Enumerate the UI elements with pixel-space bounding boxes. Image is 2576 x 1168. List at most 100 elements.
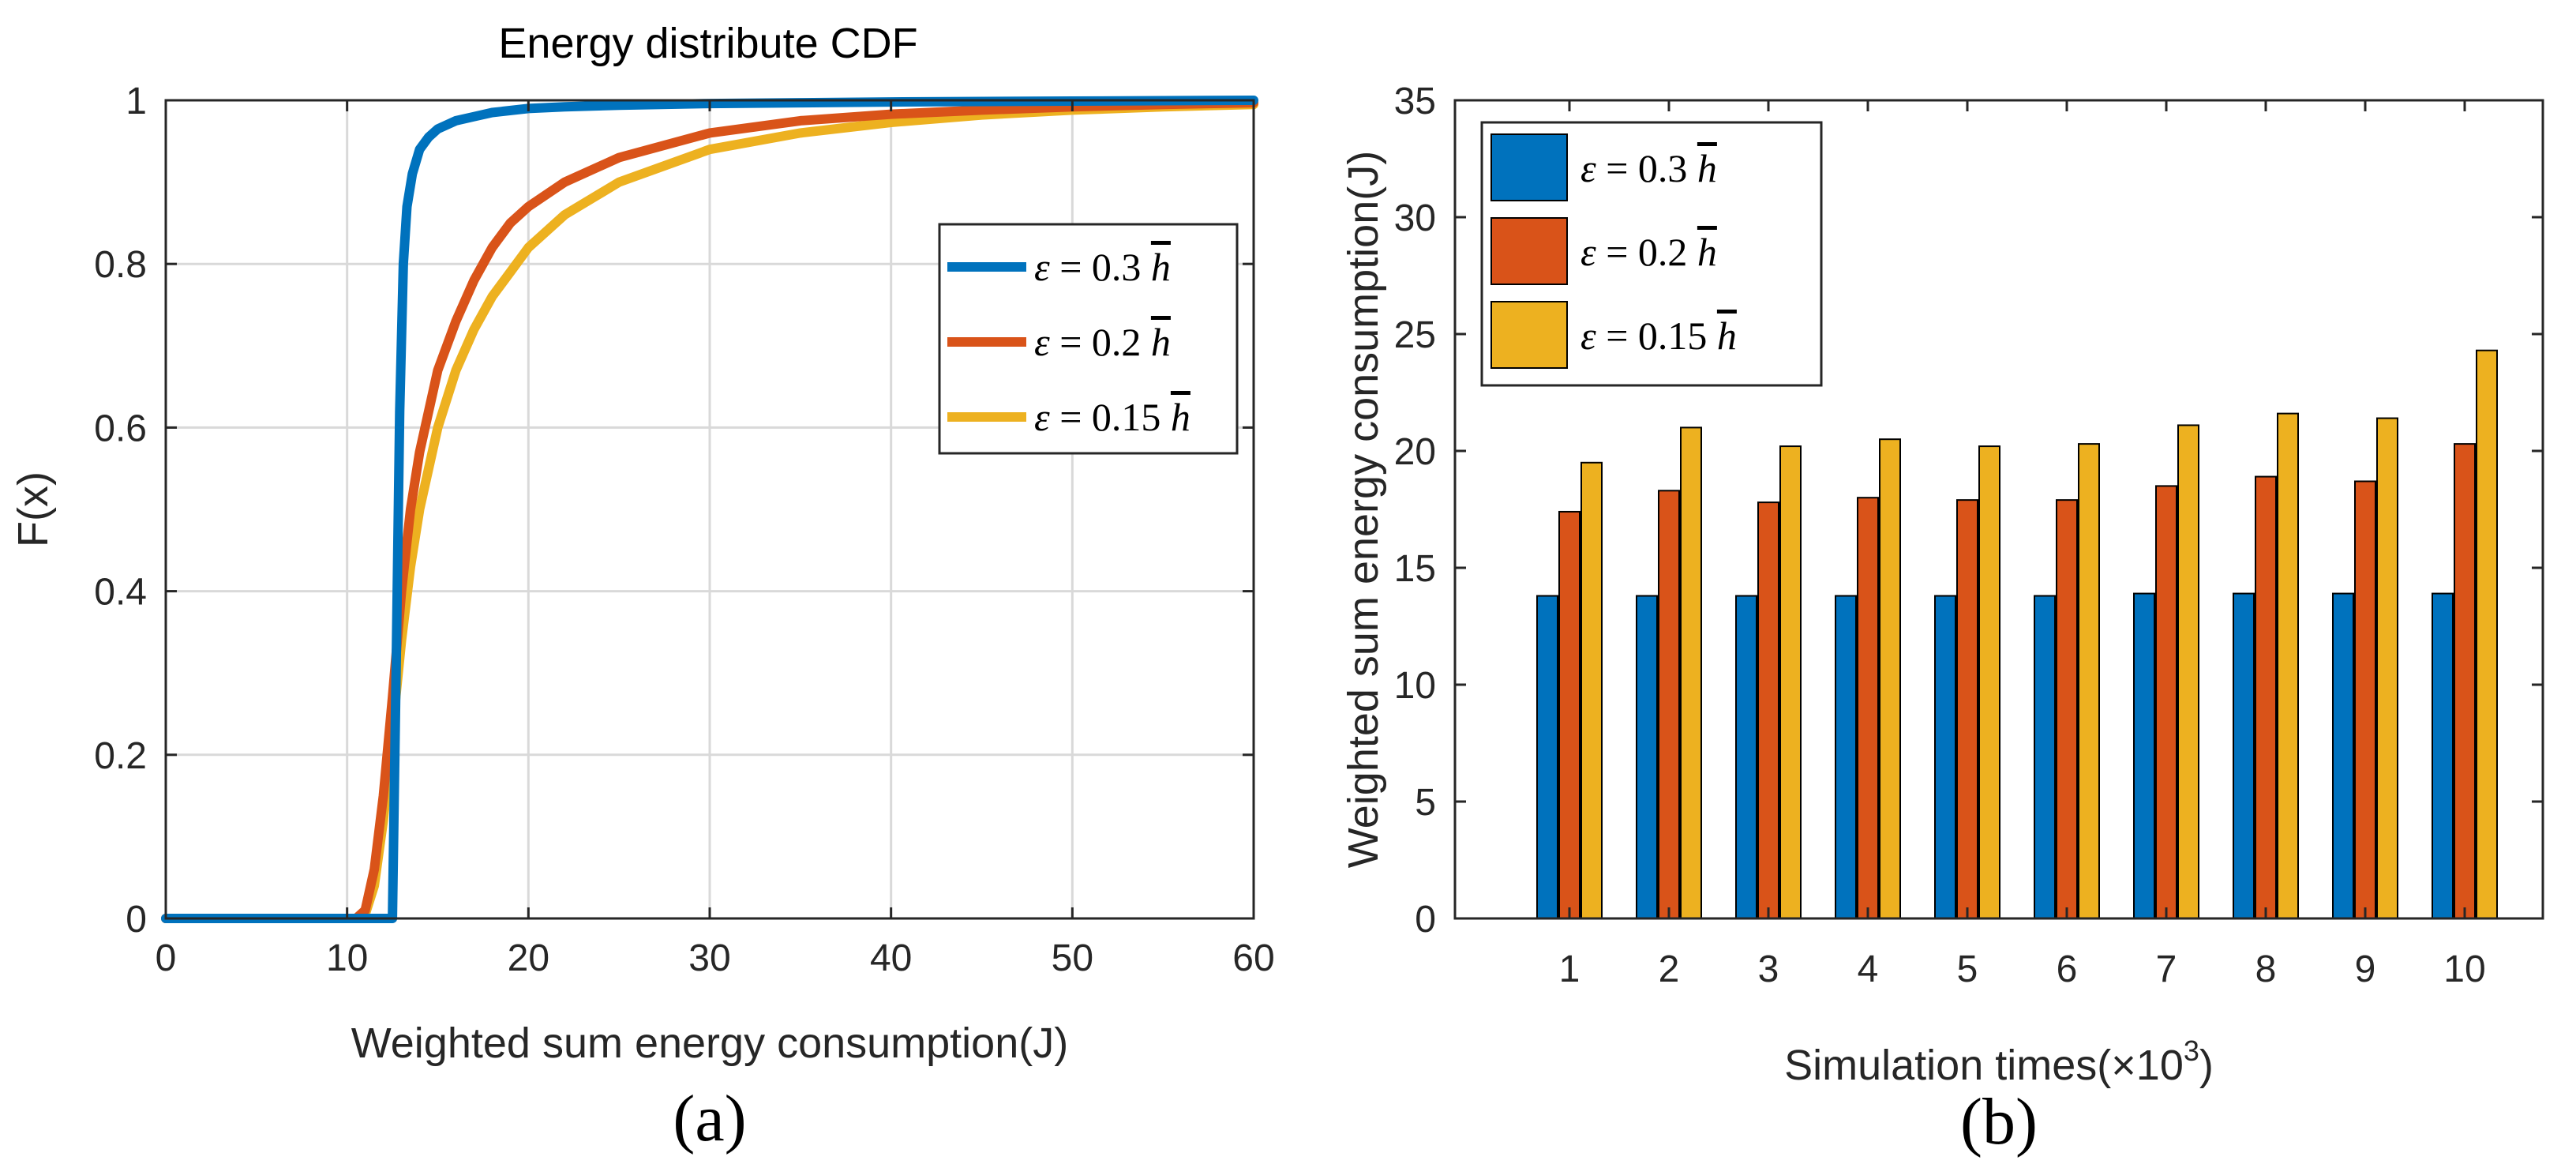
legend-value: = 0.3	[1050, 245, 1151, 289]
cdf-line	[161, 98, 1258, 923]
bar	[2432, 592, 2454, 919]
cdf-line	[161, 96, 1258, 923]
x-tick-label: 7	[2156, 948, 2177, 990]
y-tick-label: 0.4	[94, 572, 147, 614]
legend: ε = 0.3 hε = 0.2 hε = 0.15 h	[938, 223, 1239, 455]
y-tick-label: 20	[1394, 431, 1436, 473]
bar	[1934, 595, 1956, 920]
bar	[2476, 349, 2498, 920]
legend-symbol: ε	[1580, 146, 1596, 190]
legend-swatch	[1490, 301, 1568, 369]
bar	[2034, 595, 2056, 920]
bar	[2354, 480, 2376, 919]
bar	[1779, 445, 1802, 919]
bar	[2155, 485, 2177, 919]
legend: ε = 0.3 hε = 0.2 hε = 0.15 h	[1480, 121, 1823, 387]
legend-label: ε = 0.3 h	[1034, 245, 1171, 289]
y-axis-label: F(x)	[9, 471, 57, 547]
x-tick-label: 10	[2443, 948, 2485, 990]
legend-variable: h	[1151, 320, 1171, 364]
bar	[1636, 595, 1658, 920]
bar	[1978, 445, 2000, 919]
bar	[1680, 426, 1702, 919]
bar	[1879, 438, 1901, 919]
panel-label: (a)	[673, 1082, 746, 1155]
bar	[1835, 595, 1857, 920]
x-tick-label: 0	[156, 937, 177, 979]
legend-label: ε = 0.3 h	[1580, 146, 1717, 190]
bar	[1558, 510, 1580, 919]
x-tick-label: 3	[1758, 948, 1779, 990]
x-tick-label: 50	[1052, 937, 1093, 979]
y-tick-label: 0	[1415, 899, 1436, 941]
legend-variable: h	[1171, 395, 1191, 439]
y-tick-label: 35	[1394, 81, 1436, 122]
bar-chart: 0 5 10 15 20 25 30 35 1 2 3 4 5 6 7 8 9 10 Simulation tim…	[1340, 81, 2544, 1159]
legend-value: = 0.2	[1050, 320, 1151, 364]
x-axis-label: Simulation times(×103)	[1784, 1035, 2214, 1089]
bar	[2332, 592, 2354, 919]
bar	[1857, 497, 1879, 919]
legend-label: ε = 0.15 h	[1580, 314, 1737, 358]
y-tick-label: 15	[1394, 548, 1436, 590]
x-tick-label: 9	[2355, 948, 2376, 990]
legend-swatch	[1490, 133, 1568, 201]
x-axis-label: Weighted sum energy consumption(J)	[351, 1020, 1068, 1067]
bar	[2056, 499, 2078, 919]
grid	[166, 100, 1254, 918]
y-tick-label: 30	[1394, 197, 1436, 239]
bar	[1735, 595, 1757, 920]
x-tick-label: 8	[2255, 948, 2277, 990]
y-tick-label: 0.6	[94, 407, 147, 449]
bar	[1536, 595, 1558, 920]
x-tick-label: 2	[1659, 948, 1680, 990]
bar	[1956, 499, 1978, 919]
x-tick-label: 5	[1957, 948, 1978, 990]
legend-variable: h	[1697, 230, 1717, 274]
legend-value: = 0.15	[1050, 395, 1171, 439]
y-tick-label: 0.8	[94, 244, 147, 286]
bar	[2277, 412, 2299, 919]
x-axis-label-exponent: 3	[2184, 1035, 2199, 1067]
legend-label: ε = 0.2 h	[1034, 320, 1171, 364]
legend-value: = 0.3	[1596, 146, 1697, 190]
bar	[2376, 417, 2398, 919]
x-tick-label: 60	[1232, 937, 1274, 979]
legend-label: ε = 0.15 h	[1034, 395, 1191, 439]
x-tick-label: 30	[688, 937, 730, 979]
bar	[2233, 592, 2255, 919]
cdf-chart: Energy distribute CDF 0 10 20 30 40 50 6000.20…	[9, 20, 1275, 1155]
axis-ticks: 0 10 20 30 40 50 60 0 0.2 0.4 0.6 0.8 1	[94, 81, 1274, 979]
panel-label: (b)	[1960, 1085, 2038, 1159]
legend-variable: h	[1697, 146, 1717, 190]
x-tick-label: 6	[2057, 948, 2078, 990]
axes-frame	[1453, 99, 2544, 920]
legend-symbol: ε	[1034, 395, 1050, 439]
y-tick-label: 0.2	[94, 735, 147, 777]
bar	[2255, 475, 2277, 919]
bar	[2177, 424, 2199, 919]
x-tick-label: 10	[326, 937, 368, 979]
bar	[1658, 490, 1680, 919]
legend-symbol: ε	[1580, 230, 1596, 274]
bar	[1580, 461, 1603, 919]
bar	[2078, 443, 2100, 919]
legend-variable: h	[1717, 314, 1737, 358]
bar	[1757, 501, 1779, 919]
y-tick-label: 25	[1394, 314, 1436, 356]
x-tick-label: 20	[508, 937, 549, 979]
legend-symbol: ε	[1034, 245, 1050, 289]
x-tick-label: 40	[870, 937, 912, 979]
legend-symbol: ε	[1580, 314, 1596, 358]
x-axis-label-main: Simulation times(×10	[1784, 1042, 2184, 1089]
bars	[1536, 349, 2498, 920]
bar	[2133, 592, 2155, 919]
legend-swatch	[1490, 217, 1568, 285]
legend-variable: h	[1151, 245, 1171, 289]
legend-label: ε = 0.2 h	[1580, 230, 1717, 274]
y-tick-label: 10	[1394, 665, 1436, 707]
axis-ticks: 0 5 10 15 20 25 30 35 1 2 3 4 5 6 7 8 9 10	[1394, 81, 2543, 990]
y-tick-label: 0	[126, 899, 147, 941]
x-axis-label-end: )	[2199, 1042, 2214, 1089]
